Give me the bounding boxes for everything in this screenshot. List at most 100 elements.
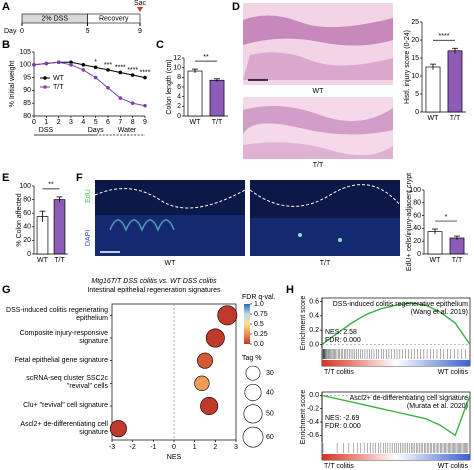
series-point [44, 61, 49, 66]
colorbar-tick-label: 0.0 [254, 341, 264, 348]
series-point [69, 63, 73, 67]
fluorescence-image [94, 180, 246, 256]
stain-label: EdU [85, 189, 92, 203]
stain-label: DAPI [85, 230, 92, 246]
y-tick-label: 0.4 [309, 313, 319, 320]
significance: **** [140, 69, 151, 76]
y-axis-label: % Colon affected [16, 193, 23, 246]
y-axis-label: % Initial weight [9, 61, 16, 108]
series-point [93, 65, 98, 70]
y-axis-label: EdU+ cells/injury-adjacent crypt [406, 173, 413, 271]
bubble [197, 352, 213, 369]
y-tick-label: 0 [27, 251, 31, 258]
size-legend-label: 40 [266, 389, 274, 396]
y-tick-label: 0 [415, 109, 419, 116]
bar [209, 79, 225, 117]
annotation: NES: 2.58 [325, 329, 357, 336]
y-tick-label: 80 [23, 113, 31, 120]
y-tick-label: 20 [23, 237, 31, 244]
y-tick-label: 2 [177, 103, 181, 110]
y-tick-label: 6 [177, 84, 181, 91]
size-legend-circle [242, 426, 264, 448]
chart-subtitle: Intestinal epithelial regeneration signa… [87, 287, 221, 294]
phase-label: DSS [39, 127, 54, 134]
sac-label: Sac [134, 0, 147, 7]
colorbar-tick-label: 1.0 [254, 301, 264, 308]
rank-end-label: T/T colitis [324, 463, 354, 470]
x-tick-label: T/T [212, 119, 223, 126]
colorbar-tick-label: 0.5 [254, 321, 264, 328]
y-tick-label: 105 [19, 49, 31, 56]
legend-title: FDR q-val. [242, 294, 276, 301]
image-label: T/T [313, 162, 324, 169]
x-tick-label: WT [37, 257, 49, 264]
panel-label: G [2, 284, 11, 296]
bar [187, 70, 203, 117]
y-axis-label: Histl. injury score (0-24) [404, 30, 411, 104]
series-point [143, 103, 147, 108]
y-axis-label: Enrichment score [300, 390, 307, 445]
signature-title: Ascl2+ de-differentiating cell signature [350, 395, 468, 402]
bubble [217, 305, 238, 326]
series-point [32, 63, 36, 67]
y-tick-label: 95 [23, 74, 31, 81]
size-legend-circle [245, 365, 261, 381]
y-tick-label: 0.0 [309, 392, 319, 399]
size-legend-circle [244, 383, 262, 401]
timeline-tick-label: 0 [20, 28, 24, 35]
bubble [205, 328, 225, 348]
x-tick-label: T/T [54, 257, 65, 264]
y-tick-label: 80 [413, 200, 421, 207]
x-tick-label: 1 [193, 444, 197, 451]
rank-end-label: WT colitis [438, 463, 469, 470]
panel-label: F [76, 172, 83, 184]
image-label: WT [313, 88, 325, 95]
y-tick-label: 80 [23, 196, 31, 203]
series-point [118, 96, 123, 100]
significance: ** [203, 54, 209, 61]
significance: **** [115, 64, 126, 71]
series-point [56, 60, 61, 65]
bar [427, 231, 443, 255]
x-tick-label: 1 [44, 119, 48, 126]
bubble [200, 396, 219, 416]
histology-image [243, 3, 393, 85]
size-legend-label: 60 [266, 434, 274, 441]
timeline-label: Recovery [99, 15, 129, 22]
panel-label: A [2, 1, 10, 13]
image-label: T/T [320, 260, 331, 267]
x-tick-label: 7 [118, 119, 122, 126]
rank-strip [322, 454, 470, 460]
y-tick-label: 100 [19, 62, 31, 69]
bar [425, 66, 441, 113]
category-label: scRNA-seq cluster SSC2c "revival" cells [26, 375, 108, 391]
y-tick-label: 20 [411, 37, 419, 44]
histology-image [243, 97, 393, 159]
bar [36, 216, 49, 255]
y-tick-label: 25 [411, 19, 419, 26]
category-label: Clu+ "revival" cell signature [23, 401, 108, 409]
x-tick-label: WT [428, 115, 440, 122]
y-axis-label: Enrichment score [300, 296, 307, 351]
y-tick-label: 4 [177, 94, 181, 101]
significance: * [445, 214, 448, 221]
x-tick-label: 5 [94, 119, 98, 126]
annotation: FDR: 0.000 [325, 423, 361, 430]
y-tick-label: 8 [177, 74, 181, 81]
series-point [106, 86, 110, 90]
legend-swatch [43, 85, 47, 89]
y-tick-label: 40 [413, 225, 421, 232]
colorbar [244, 304, 250, 344]
series-line [33, 61, 146, 107]
size-legend-label: 50 [266, 411, 274, 418]
series-point [118, 70, 123, 75]
signature-citation: (Murata et al. 2020) [407, 403, 468, 410]
colorbar-tick-label: 0.25 [254, 331, 268, 338]
y-tick-label: 40 [23, 224, 31, 231]
y-tick-label: 15 [411, 55, 419, 62]
y-tick-label: 100 [409, 187, 421, 194]
y-tick-label: 100 [19, 183, 31, 190]
series-point [106, 68, 110, 72]
phase-label: Water [118, 127, 137, 134]
